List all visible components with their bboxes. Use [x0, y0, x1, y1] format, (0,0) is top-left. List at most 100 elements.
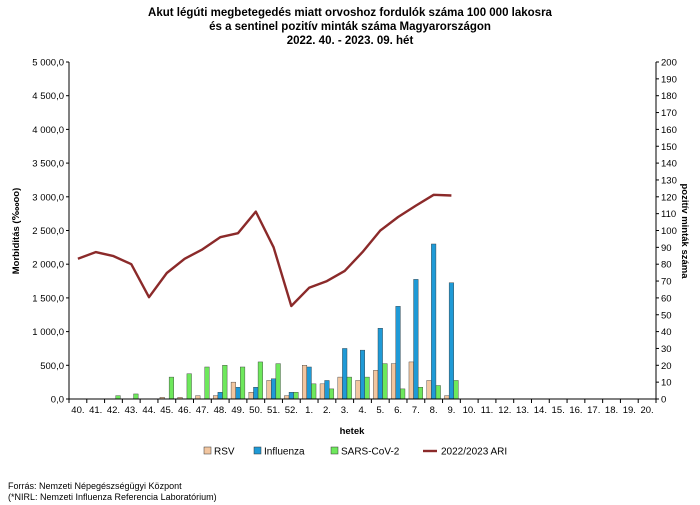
bar-sars-cov-2: [417, 387, 423, 400]
bar-sars-cov-2: [400, 388, 406, 400]
x-tick-label: 44.: [142, 405, 155, 416]
y2-tick-label: 110: [661, 209, 676, 220]
x-tick-label: 10.: [463, 405, 476, 416]
y-tick-label: 4 500,0: [32, 91, 64, 102]
bar-rsv: [266, 380, 272, 400]
bar-rsv: [444, 395, 450, 400]
y2-tick-label: 200: [661, 58, 677, 69]
y2-tick-label: 130: [661, 175, 677, 186]
bar-influenza: [413, 279, 419, 400]
y2-tick-label: 10: [661, 378, 672, 389]
y-tick-label: 4 000,0: [32, 125, 64, 136]
bar-rsv: [302, 365, 308, 400]
bar-sars-cov-2: [115, 395, 121, 400]
bar-sars-cov-2: [382, 363, 388, 400]
y2-tick-label: 30: [661, 344, 672, 355]
source-line-2: (*NIRL: Nemzeti Influenza Referencia Lab…: [8, 492, 217, 502]
line-marks: [77, 193, 452, 308]
y2-tick-label: 20: [661, 361, 672, 372]
source-line-1: Forrás: Nemzeti Népegészségügyi Központ: [8, 481, 182, 491]
bar-influenza: [395, 306, 401, 400]
legend-label-rsv: RSV: [214, 447, 235, 458]
x-tick-label: 7.: [412, 405, 420, 416]
y2-tick-label: 150: [661, 142, 677, 153]
bar-marks: [115, 243, 459, 400]
bar-sars-cov-2: [311, 383, 317, 400]
bar-influenza: [271, 378, 277, 400]
x-axis-title: hetek: [340, 426, 366, 437]
bar-sars-cov-2: [364, 376, 370, 400]
x-tick-label: 13.: [516, 405, 529, 416]
y-axis-ticks: 0,0 500,0 1 000,0 1 500,0 2 000,0 2 500,0 3 00…: [32, 58, 69, 406]
bar-sars-cov-2: [240, 366, 246, 400]
bar-influenza: [377, 328, 383, 400]
bar-sars-cov-2: [293, 392, 299, 400]
bar-rsv: [355, 380, 361, 400]
bar-influenza: [431, 243, 437, 400]
chart-title-line-2: és a sentinel pozitív minták száma Magya…: [209, 21, 491, 33]
bar-rsv: [248, 392, 254, 400]
x-tick-label: 40.: [71, 405, 84, 416]
bar-sars-cov-2: [329, 388, 335, 400]
x-tick-label: 47.: [196, 405, 209, 416]
x-tick-label: 6.: [394, 405, 402, 416]
chart-title-line-3: 2022. 40. - 2023. 09. hét: [287, 35, 414, 47]
legend-label-influenza: Influenza: [264, 447, 305, 458]
y2-tick-label: 160: [661, 125, 677, 136]
x-tick-label: 5.: [376, 405, 384, 416]
x-tick-label: 11.: [481, 405, 494, 416]
x-tick-label: 12.: [498, 405, 511, 416]
x-tick-label: 52.: [285, 405, 298, 416]
y2-axis-title: pozitív minták száma: [679, 183, 690, 279]
legend-swatch-influenza: [253, 446, 262, 455]
y2-tick-label: 80: [661, 260, 672, 271]
y2-tick-label: 100: [661, 226, 677, 237]
y-axis-title: Morbiditás (‱oo): [11, 188, 22, 275]
legend: RSV Influenza SARS-CoV-2 2022/2023 ARI: [203, 446, 507, 458]
bar-rsv: [373, 370, 379, 400]
y2-tick-label: 180: [661, 91, 677, 102]
bar-sars-cov-2: [186, 373, 192, 400]
x-tick-label: 20.: [640, 405, 653, 416]
bar-sars-cov-2: [133, 393, 139, 400]
y2-tick-label: 0: [661, 395, 666, 406]
bar-rsv: [408, 361, 414, 400]
y-tick-label: 5 000,0: [32, 58, 64, 69]
x-tick-label: 46.: [178, 405, 191, 416]
legend-swatch-sars-cov-2: [330, 446, 339, 455]
x-tick-label: 1.: [305, 405, 313, 416]
x-tick-label: 49.: [231, 405, 244, 416]
x-tick-label: 16.: [569, 405, 582, 416]
bar-rsv: [337, 376, 343, 400]
y-tick-label: 1 000,0: [32, 327, 64, 338]
y2-tick-label: 50: [661, 310, 672, 321]
bar-influenza: [448, 282, 454, 400]
y2-tick-label: 140: [661, 159, 677, 170]
bar-sars-cov-2: [453, 380, 459, 400]
bar-sars-cov-2: [204, 366, 210, 400]
y2-tick-label: 90: [661, 243, 672, 254]
bar-rsv: [319, 383, 325, 400]
bar-rsv: [230, 381, 236, 400]
bar-influenza: [288, 392, 294, 400]
y-tick-label: 3 500,0: [32, 159, 64, 170]
bar-rsv: [213, 395, 219, 400]
legend-label-sars-cov-2: SARS-CoV-2: [341, 447, 400, 458]
bar-influenza: [360, 349, 366, 400]
x-tick-label: 2.: [323, 405, 331, 416]
y2-tick-label: 70: [661, 277, 672, 288]
y-tick-label: 500,0: [40, 361, 64, 372]
bar-sars-cov-2: [168, 376, 174, 400]
x-tick-label: 3.: [341, 405, 349, 416]
y-tick-label: 2 500,0: [32, 226, 64, 237]
x-tick-label: 18.: [605, 405, 618, 416]
bar-influenza: [324, 380, 330, 400]
y2-tick-label: 120: [661, 192, 677, 203]
x-tick-label: 17.: [587, 405, 600, 416]
y-tick-label: 3 000,0: [32, 192, 64, 203]
x-tick-label: 42.: [107, 405, 120, 416]
x-tick-label: 45.: [160, 405, 173, 416]
x-tick-label: 4.: [359, 405, 367, 416]
x-tick-label: 41.: [89, 405, 102, 416]
x-tick-label: 15.: [552, 405, 565, 416]
